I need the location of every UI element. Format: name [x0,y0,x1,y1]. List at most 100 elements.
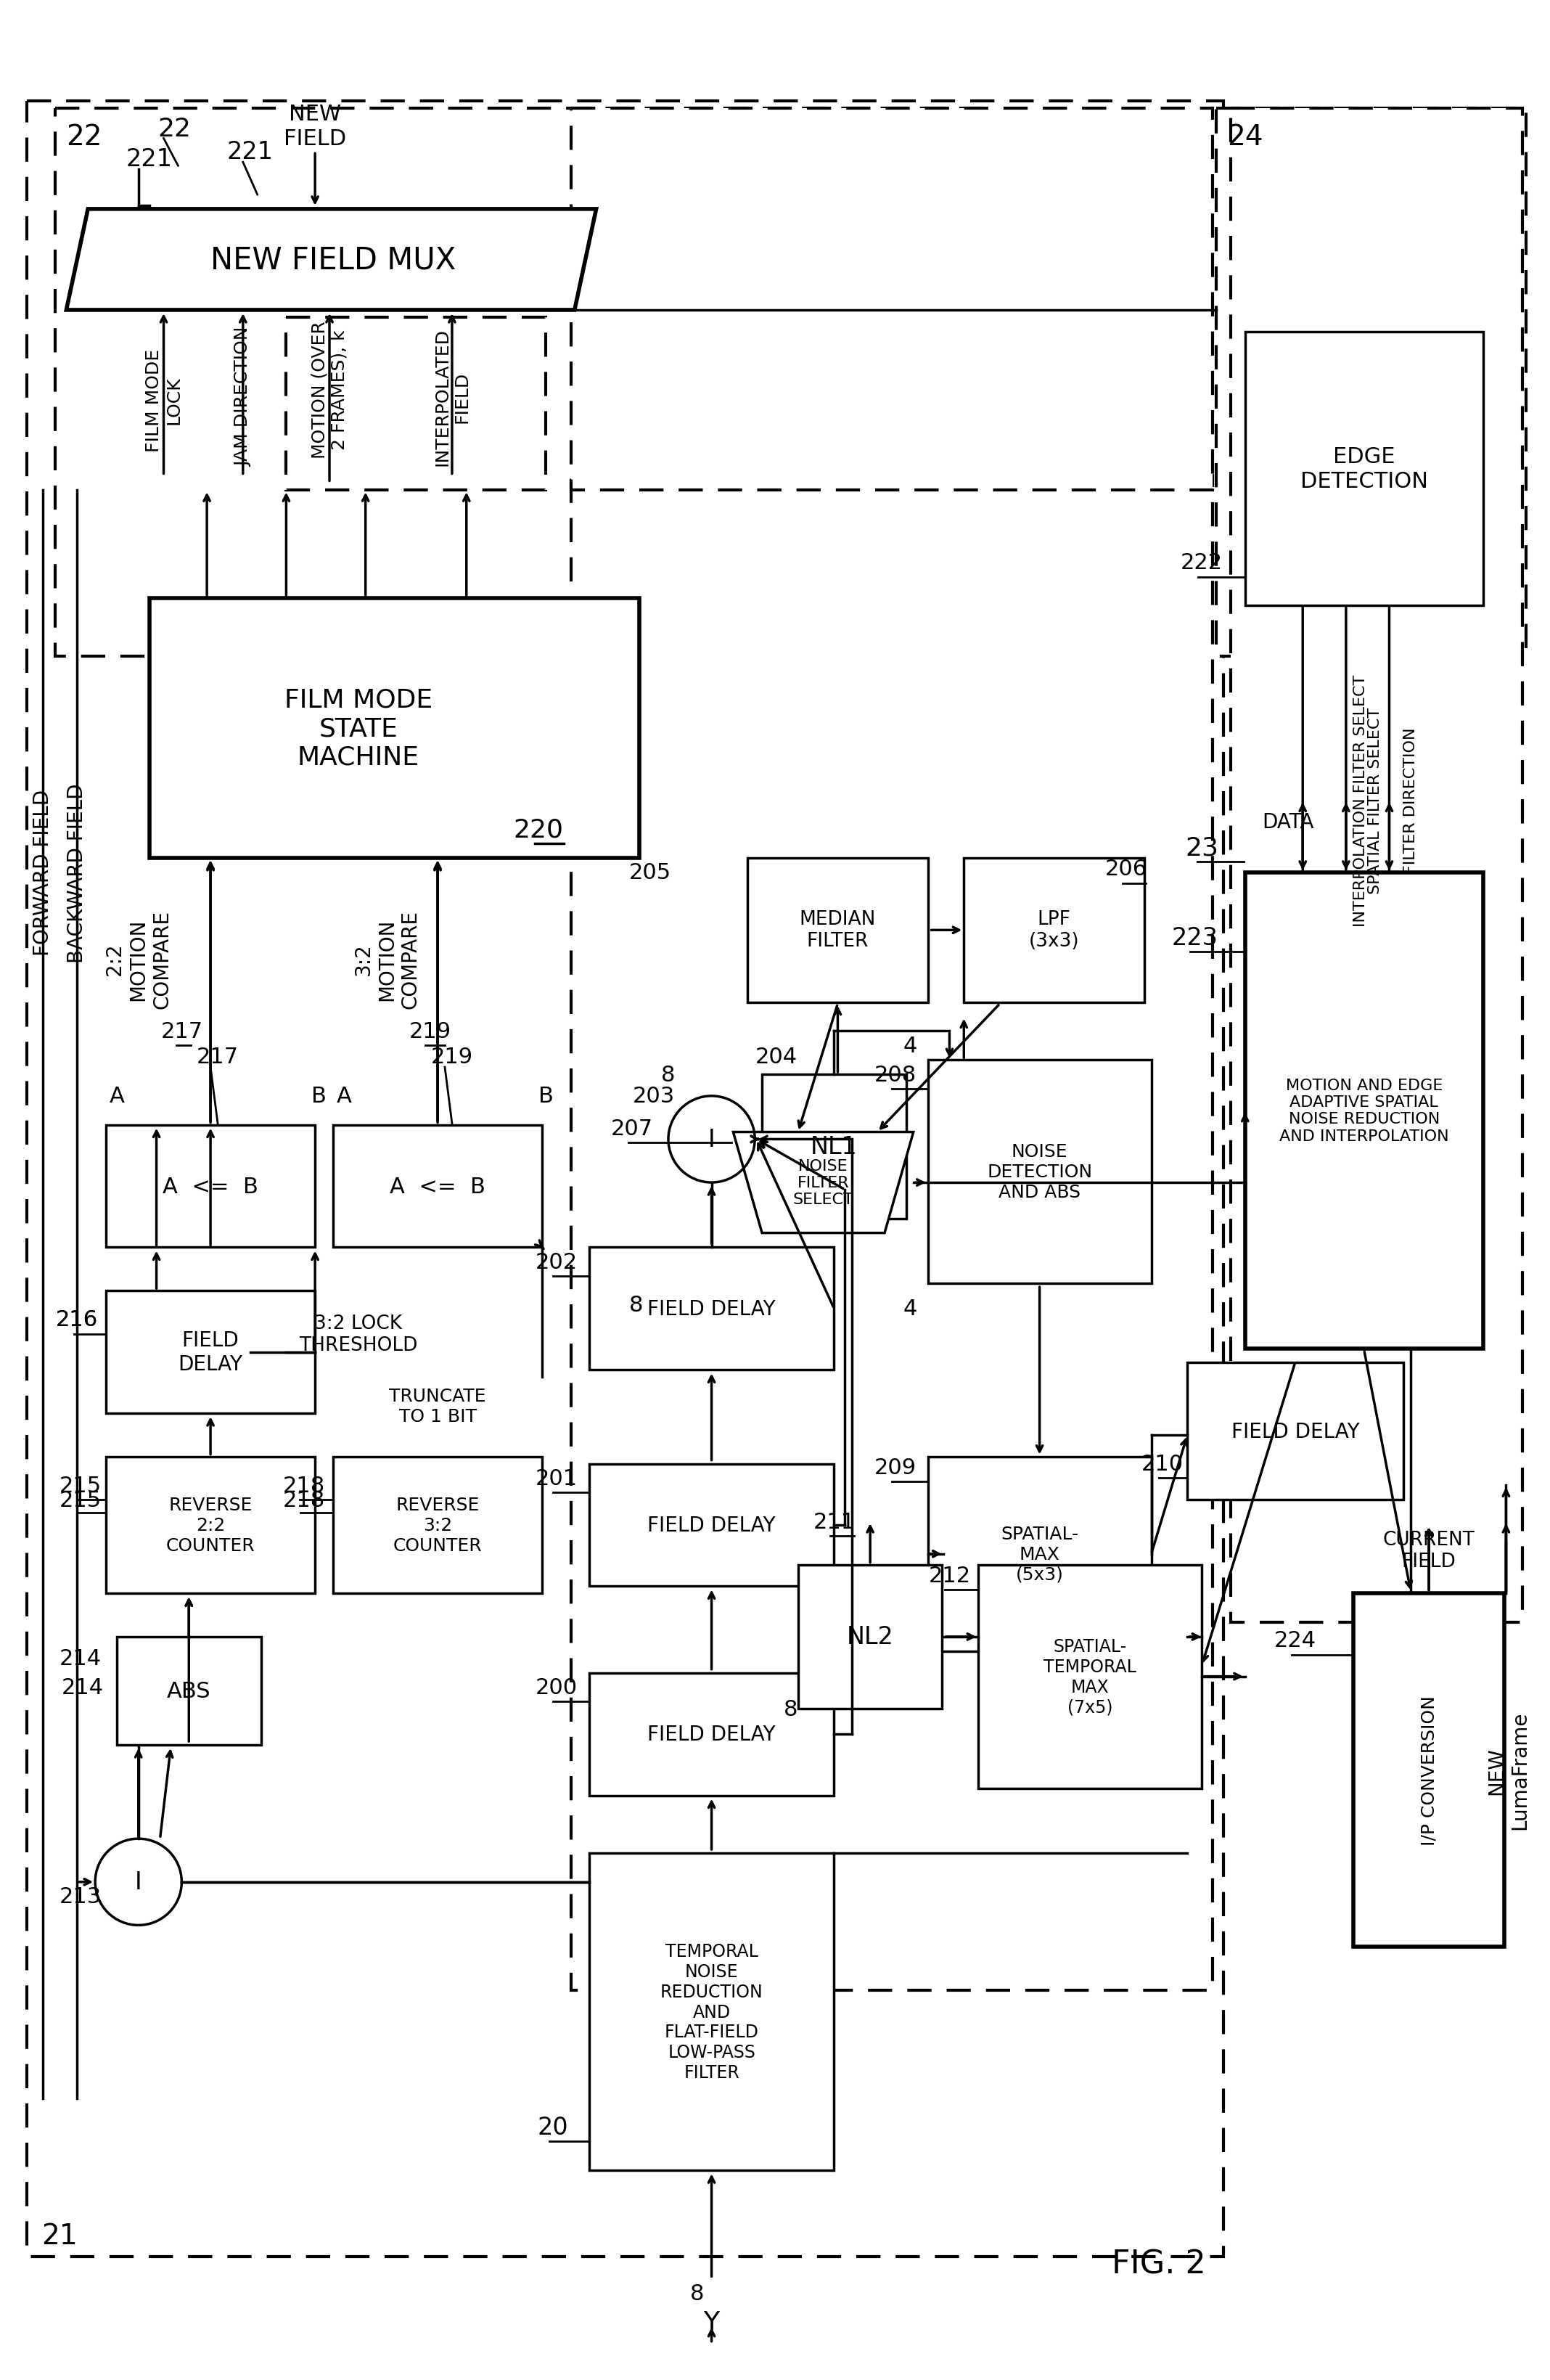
Bar [149,600,640,859]
Text: NEW
LumaFrame: NEW LumaFrame [1486,1711,1530,1830]
Text: A  <=  B: A <= B [389,1176,485,1197]
Text: 204: 204 [755,1047,798,1066]
Text: NOISE
FILTER
SELECT: NOISE FILTER SELECT [794,1159,854,1207]
Text: 216: 216 [56,1309,98,1330]
Text: JAM DIRECTION: JAM DIRECTION [234,326,251,466]
Text: INTERPOLATION FILTER SELECT: INTERPOLATION FILTER SELECT [1353,676,1367,926]
Text: FILM MODE
LOCK: FILM MODE LOCK [144,350,183,452]
Text: 213: 213 [59,1885,102,1906]
Text: MOTION (OVER
2 FRAMES), k: MOTION (OVER 2 FRAMES), k [310,321,349,459]
Polygon shape [67,209,597,309]
Text: FIELD
DELAY: FIELD DELAY [178,1330,243,1373]
Text: NL1: NL1 [811,1135,857,1159]
Bar [928,1059,1152,1283]
Text: EDGE
DETECTION: EDGE DETECTION [1300,447,1428,493]
Text: 208: 208 [874,1064,916,1085]
Text: TEMPORAL
NOISE
REDUCTION
AND
FLAT-FIELD
LOW-PASS
FILTER: TEMPORAL NOISE REDUCTION AND FLAT-FIELD … [660,1942,763,2080]
Text: 215: 215 [59,1476,102,1497]
Text: TRUNCATE
TO 1 BIT: TRUNCATE TO 1 BIT [389,1388,487,1426]
Bar [589,1854,834,2171]
Text: SPATIAL-
TEMPORAL
MAX
(7x5): SPATIAL- TEMPORAL MAX (7x5) [1043,1637,1136,1716]
Text: 222: 222 [1181,552,1223,574]
Text: B: B [312,1085,327,1107]
Bar [1245,333,1483,607]
Text: 224: 224 [1274,1630,1316,1652]
Text: 203: 203 [632,1085,674,1107]
Text: FIELD DELAY: FIELD DELAY [648,1723,775,1745]
Text: SPATIAL-
MAX
(5x3): SPATIAL- MAX (5x3) [1001,1526,1079,1583]
Text: 209: 209 [874,1457,916,1478]
Bar [1353,1595,1505,1947]
Bar [1245,873,1483,1349]
Text: 214: 214 [59,1647,102,1668]
Text: 2:2
MOTION
COMPARE: 2:2 MOTION COMPARE [105,909,172,1009]
Text: 3:2
MOTION
COMPARE: 3:2 MOTION COMPARE [353,909,420,1009]
Text: FILM MODE
STATE
MACHINE: FILM MODE STATE MACHINE [284,688,432,769]
Text: 8: 8 [784,1699,798,1721]
Text: DATA: DATA [1262,812,1314,833]
Text: 210: 210 [1141,1454,1183,1476]
Bar [26,102,1223,2256]
Text: NEW FIELD MUX: NEW FIELD MUX [211,245,456,276]
Bar [570,476,1212,1990]
Bar [589,1247,834,1371]
Text: NOISE
DETECTION
AND ABS: NOISE DETECTION AND ABS [987,1142,1093,1202]
Text: 206: 206 [1105,859,1147,881]
Bar [928,1457,1152,1652]
Text: SPATIAL FILTER SELECT: SPATIAL FILTER SELECT [1367,707,1383,895]
Text: 211: 211 [814,1511,856,1533]
Text: 21: 21 [42,2221,78,2249]
Text: 22: 22 [158,117,191,140]
Bar [56,109,986,657]
Text: 221: 221 [126,148,172,171]
Bar [1217,109,1527,657]
Bar [1231,109,1522,1623]
Text: 214: 214 [62,1678,104,1697]
Bar [116,1637,260,1745]
Text: 216: 216 [56,1309,98,1330]
Bar [105,1290,315,1414]
Text: NEW
FIELD: NEW FIELD [284,105,346,150]
Text: I: I [708,1128,715,1152]
Text: INTERPOLATED
FIELD: INTERPOLATED FIELD [434,328,471,466]
Text: FIG. 2: FIG. 2 [1111,2249,1206,2280]
Text: 207: 207 [611,1119,654,1140]
Polygon shape [733,1133,913,1233]
Text: 218: 218 [284,1476,326,1497]
Text: 8: 8 [662,1064,676,1085]
Bar [1187,1364,1404,1499]
Text: BACKWARD FIELD: BACKWARD FIELD [67,783,87,962]
Bar [570,109,1212,490]
Text: 217: 217 [161,1021,203,1042]
Text: 218: 218 [284,1490,326,1511]
Text: 219: 219 [409,1021,451,1042]
Bar [763,1076,907,1219]
Text: 22: 22 [67,124,102,152]
Bar [589,1673,834,1795]
Text: 200: 200 [535,1678,578,1697]
Text: 223: 223 [1172,926,1218,950]
Bar [978,1566,1201,1787]
Text: 8: 8 [690,2282,704,2304]
Bar [105,1126,315,1247]
Text: FILTER DIRECTION: FILTER DIRECTION [1404,728,1418,873]
Text: 4: 4 [902,1299,918,1319]
Text: FIELD DELAY: FIELD DELAY [1231,1421,1359,1442]
Text: I: I [135,1871,143,1894]
Text: 221: 221 [226,140,273,164]
Text: ABS: ABS [167,1680,211,1702]
Bar [798,1566,942,1709]
Bar [747,859,928,1002]
Text: 212: 212 [928,1566,970,1585]
Text: 205: 205 [629,862,671,883]
Bar [589,1464,834,1587]
Text: 202: 202 [535,1252,578,1273]
Bar [333,1457,542,1595]
Bar [287,317,546,490]
Text: 24: 24 [1228,124,1263,152]
Text: LPF
(3x3): LPF (3x3) [1029,909,1079,950]
Text: 201: 201 [535,1468,578,1490]
Bar [105,1457,315,1595]
Text: REVERSE
2:2
COUNTER: REVERSE 2:2 COUNTER [166,1497,256,1554]
Text: 217: 217 [197,1047,239,1066]
